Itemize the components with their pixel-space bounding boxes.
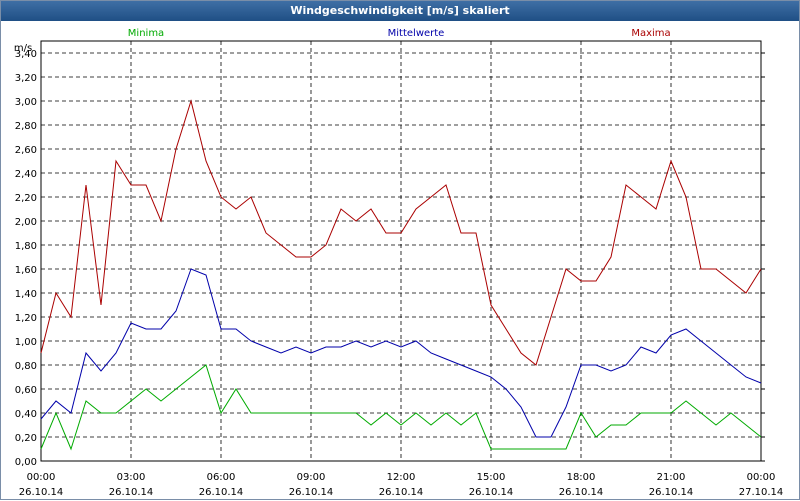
x-tick-label-date: 26.10.14 [19, 487, 64, 498]
y-tick-label: 2,00 [15, 217, 37, 228]
legend-mittelwerte: Mittelwerte [388, 28, 445, 39]
window-title: Windgeschwindigkeit [m/s] skaliert [1, 1, 799, 21]
y-tick-label: 2,60 [15, 145, 37, 156]
y-tick-label: 0,00 [15, 457, 37, 468]
y-tick-label: 2,80 [15, 121, 37, 132]
x-tick-label-date: 26.10.14 [469, 487, 514, 498]
y-tick-label: 0,40 [15, 409, 37, 420]
y-axis-label: m/s [14, 43, 32, 54]
x-tick-label-time: 03:00 [117, 472, 146, 483]
x-tick-label-date: 26.10.14 [649, 487, 694, 498]
y-tick-label: 2,40 [15, 169, 37, 180]
y-tick-label: 1,60 [15, 265, 37, 276]
x-tick-label-date: 26.10.14 [559, 487, 604, 498]
x-tick-label-time: 21:00 [657, 472, 686, 483]
legend-minima: Minima [128, 28, 164, 39]
y-tick-label: 3,00 [15, 97, 37, 108]
y-tick-label: 0,60 [15, 385, 37, 396]
legend-maxima: Maxima [631, 28, 670, 39]
x-tick-label-time: 18:00 [567, 472, 596, 483]
series-line-minima [40, 364, 762, 451]
x-tick-label-date: 26.10.14 [109, 487, 154, 498]
y-tick-label: 0,80 [15, 361, 37, 372]
x-tick-label-time: 06:00 [207, 472, 236, 483]
x-tick-label-time: 00:00 [27, 472, 56, 483]
y-tick-label: 2,20 [15, 193, 37, 204]
x-tick-label-time: 00:00 [747, 472, 776, 483]
series-line-maxima [40, 99, 762, 366]
x-tick-label-date: 26.10.14 [379, 487, 424, 498]
y-tick-label: 1,80 [15, 241, 37, 252]
y-tick-label: 1,20 [15, 313, 37, 324]
x-tick-label-date: 27.10.14 [739, 487, 784, 498]
x-tick-label-time: 09:00 [297, 472, 326, 483]
y-tick-label: 1,40 [15, 289, 37, 300]
x-tick-label-date: 26.10.14 [199, 487, 244, 498]
y-tick-label: 1,00 [15, 337, 37, 348]
x-tick-label-date: 26.10.14 [289, 487, 334, 498]
series-line-mittelwerte [40, 268, 762, 438]
x-tick-label-time: 15:00 [477, 472, 506, 483]
y-tick-label: 0,20 [15, 433, 37, 444]
y-tick-label: 3,20 [15, 73, 37, 84]
x-tick-label-time: 12:00 [387, 472, 416, 483]
y-tick-label: 3,40 [15, 49, 37, 60]
